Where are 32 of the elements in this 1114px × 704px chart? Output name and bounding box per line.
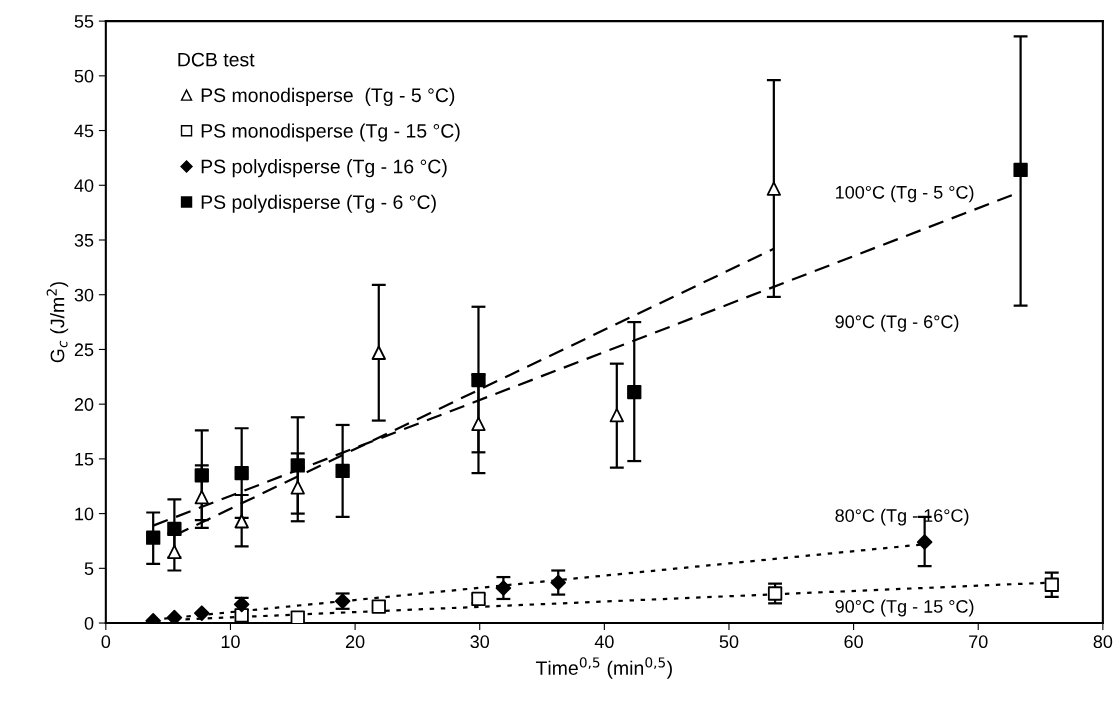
legend-label: PS monodisperse (Tg - 15 °C)	[201, 123, 460, 142]
y-tick-label: 30	[74, 288, 94, 302]
legend-label: PS monodisperse (Tg - 5 °C)	[201, 87, 455, 106]
y-tick-label: 40	[74, 179, 94, 192]
y-tick-label: 5	[84, 562, 94, 576]
x-tick-label: 40	[594, 635, 614, 649]
annotation: 80°C (Tg - 16°C)	[835, 508, 969, 526]
x-tick-label: 50	[719, 635, 739, 649]
annotation: 90°C (Tg - 15 °C)	[835, 599, 974, 617]
y-axis-title: G$_{c}$ (J/m$^{2}$)	[46, 282, 69, 363]
y-tick-label: 35	[74, 233, 94, 247]
annotation: 90°C (Tg - 6°C)	[835, 314, 959, 332]
x-tick-label: 30	[470, 635, 490, 649]
annotation: 100°C (Tg - 5 °C)	[836, 185, 974, 203]
y-tick-label: 55	[74, 15, 94, 28]
legend-title: DCB test	[178, 52, 255, 67]
y-tick-label: 0	[84, 616, 94, 630]
x-axis-title: Time$^{0,5}$ (min$^{0,5}$)	[535, 657, 672, 679]
y-tick-label: 50	[74, 69, 94, 83]
y-tick-label: 45	[74, 124, 94, 138]
x-tick-label: 60	[844, 635, 863, 649]
y-tick-label: 15	[75, 453, 94, 466]
y-tick-label: 20	[74, 398, 94, 411]
x-tick-label: 0	[101, 635, 111, 649]
x-tick-label: 20	[345, 635, 365, 649]
legend-label: PS polydisperse (Tg - 16 °C)	[201, 159, 447, 178]
x-tick-label: 70	[969, 635, 988, 649]
x-tick-label: 10	[221, 635, 240, 649]
legend-label: PS polydisperse (Tg - 6 °C)	[201, 194, 436, 213]
y-tick-label: 25	[74, 343, 94, 357]
y-tick-label: 10	[75, 507, 94, 521]
x-tick-label: 80	[1093, 635, 1113, 649]
